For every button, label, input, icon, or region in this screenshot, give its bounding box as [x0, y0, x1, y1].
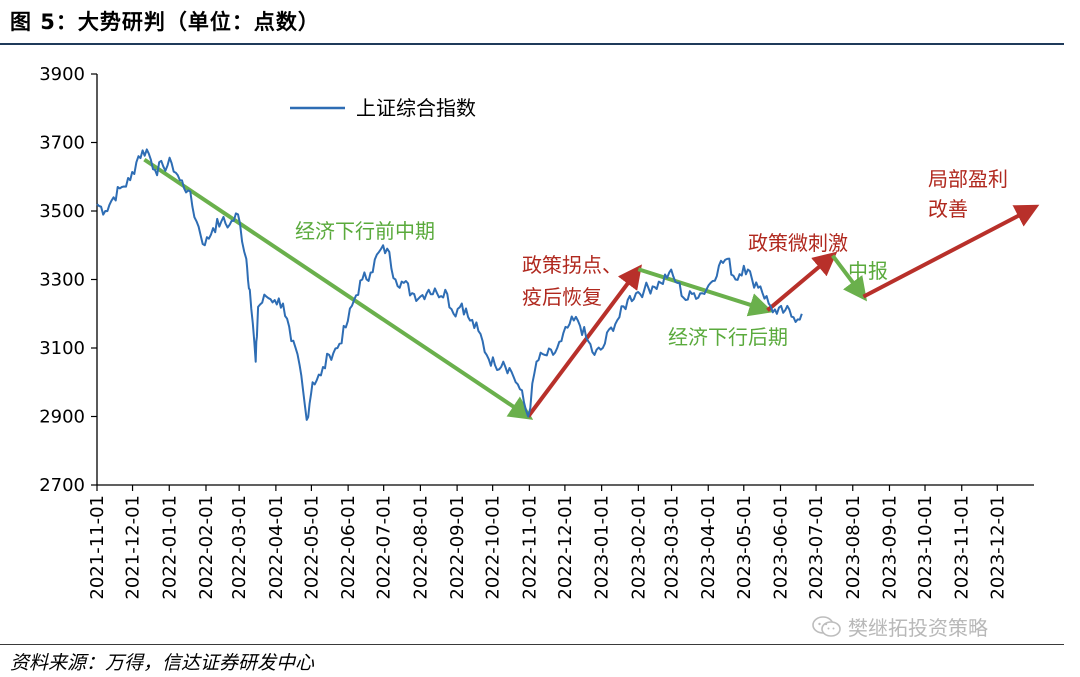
x-ticks: 2021-11-01 2021-12-01 2022-01-01 2022-02-01… — [87, 485, 1008, 600]
annotation-interim-report: 中报 — [848, 259, 888, 283]
x-tick-label: 2021-12-01 — [123, 495, 144, 600]
x-tick-label: 2022-08-01 — [410, 495, 431, 600]
x-tick-label: 2022-12-01 — [555, 495, 576, 600]
y-ticks: 2700 2900 3100 3300 3500 3700 3900 — [39, 64, 97, 496]
annotation-econ-late: 经济下行后期 — [668, 325, 788, 349]
x-tick-label: 2022-07-01 — [374, 495, 395, 600]
trend-arrow-green — [637, 267, 774, 317]
trend-arrow-green — [143, 157, 534, 420]
y-tick-label: 3500 — [39, 201, 85, 222]
legend: 上证综合指数 — [290, 96, 476, 120]
annotations: 经济下行前中期 政策拐点、 疫后恢复 经济下行后期 政策微刺激 中报 局部盈利 … — [295, 167, 1008, 349]
x-tick-label: 2023-05-01 — [734, 495, 755, 600]
x-tick-label: 2023-07-01 — [806, 495, 827, 600]
annotation-micro-stimulus: 政策微刺激 — [748, 231, 848, 255]
watermark: 樊继拓投资策略 — [812, 612, 988, 641]
x-tick-label: 2023-04-01 — [698, 495, 719, 600]
source-note: 资料来源：万得，信达证券研发中心 — [10, 652, 315, 674]
x-tick-label: 2021-11-01 — [87, 495, 108, 600]
x-tick-label: 2022-06-01 — [338, 495, 359, 600]
y-tick-label: 2700 — [39, 475, 85, 496]
x-tick-label: 2023-06-01 — [771, 495, 792, 600]
trend-arrow-red — [862, 204, 1040, 299]
x-tick-label: 2023-03-01 — [662, 495, 683, 600]
trend-arrows — [143, 157, 1040, 420]
annotation-covid-recovery: 疫后恢复 — [522, 285, 602, 309]
x-tick-label: 2023-10-01 — [915, 495, 936, 600]
annotation-improve: 改善 — [928, 197, 968, 221]
x-tick-label: 2023-12-01 — [987, 495, 1008, 600]
legend-label: 上证综合指数 — [356, 96, 476, 120]
trend-arrow-green — [831, 254, 868, 302]
series-line-shanghai-composite — [96, 148, 803, 421]
y-tick-label: 3300 — [39, 270, 85, 291]
chart-title: 图 5：大势研判（单位：点数） — [10, 10, 320, 34]
y-tick-label: 3900 — [39, 64, 85, 85]
source-divider — [0, 644, 1064, 645]
y-tick-label: 3100 — [39, 338, 85, 359]
x-tick-label: 2022-10-01 — [483, 495, 504, 600]
title-divider — [0, 43, 1064, 45]
x-tick-label: 2023-08-01 — [843, 495, 864, 600]
trend-arrow-red — [526, 264, 642, 418]
annotation-policy-turn: 政策拐点、 — [522, 253, 622, 277]
annotation-local-profit: 局部盈利 — [928, 167, 1008, 191]
x-tick-label: 2023-01-01 — [592, 495, 613, 600]
x-tick-label: 2022-03-01 — [229, 495, 250, 600]
wechat-icon — [812, 615, 841, 637]
x-tick-label: 2022-11-01 — [519, 495, 540, 600]
watermark-text: 樊继拓投资策略 — [848, 616, 988, 640]
x-tick-label: 2023-02-01 — [628, 495, 649, 600]
y-tick-label: 2900 — [39, 407, 85, 428]
x-tick-label: 2022-05-01 — [301, 495, 322, 600]
x-tick-label: 2022-01-01 — [159, 495, 180, 600]
y-tick-label: 3700 — [39, 133, 85, 154]
x-tick-label: 2022-02-01 — [196, 495, 217, 600]
trend-arrow-red — [766, 251, 838, 312]
x-tick-label: 2023-09-01 — [879, 495, 900, 600]
x-tick-label: 2022-04-01 — [266, 495, 287, 600]
x-tick-label: 2022-09-01 — [447, 495, 468, 600]
annotation-econ-early: 经济下行前中期 — [295, 219, 435, 243]
x-tick-label: 2023-11-01 — [952, 495, 973, 600]
